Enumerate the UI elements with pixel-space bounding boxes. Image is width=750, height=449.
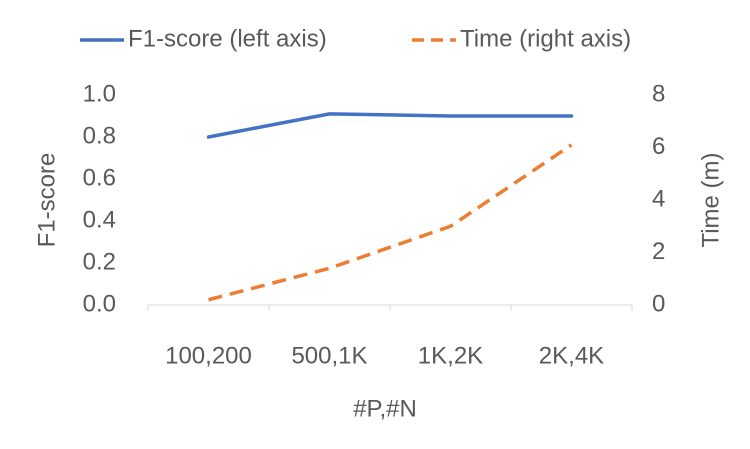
x-tick-label: 1K,2K xyxy=(418,342,483,369)
y-tick-label: 1.0 xyxy=(83,80,116,107)
x-axis-title: #P,#N xyxy=(353,395,417,422)
legend-label: Time (right axis) xyxy=(460,25,631,52)
series-line xyxy=(208,143,573,302)
x-tick-label: 500,1K xyxy=(291,342,367,369)
y-tick-label: 0.2 xyxy=(83,248,116,275)
y2-tick-label: 0 xyxy=(652,290,665,317)
x-tick-label: 100,200 xyxy=(165,342,252,369)
y-tick-label: 0.8 xyxy=(83,122,116,149)
y-tick-label: 0.4 xyxy=(83,206,116,233)
x-tick-label: 2K,4K xyxy=(539,342,604,369)
y2-axis-title: Time (m) xyxy=(697,152,724,247)
y-tick-label: 0.6 xyxy=(83,164,116,191)
legend-label: F1-score (left axis) xyxy=(128,25,327,52)
y2-tick-label: 4 xyxy=(652,185,665,212)
series-line xyxy=(206,112,574,139)
y2-tick-label: 6 xyxy=(652,133,665,160)
y-axis-title: F1-score xyxy=(33,153,60,248)
y2-tick-label: 2 xyxy=(652,238,665,265)
y-tick-label: 0.0 xyxy=(83,290,116,317)
y2-tick-label: 8 xyxy=(652,80,665,107)
